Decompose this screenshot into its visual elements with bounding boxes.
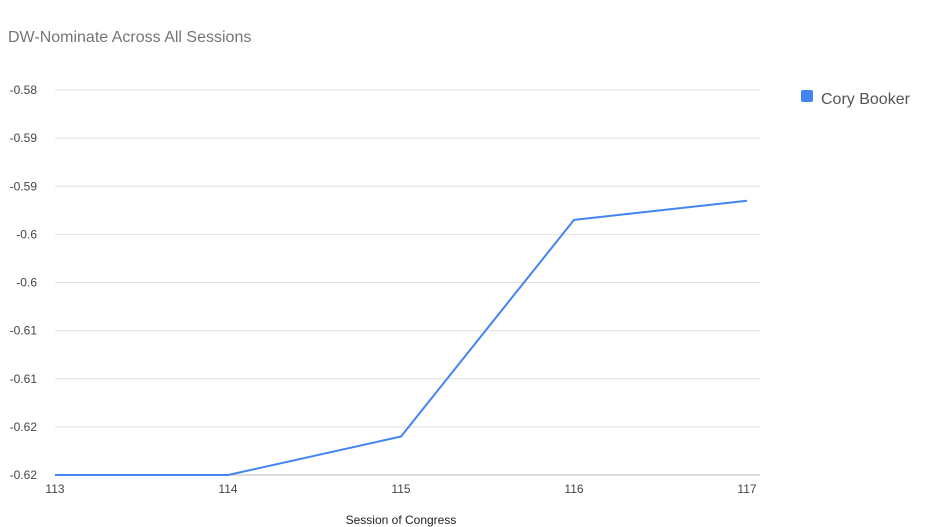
x-tick-label: 115 [391, 482, 410, 496]
legend-label: Cory Booker [821, 91, 911, 108]
y-tick-label: -0.59 [10, 179, 38, 193]
y-tick-label: -0.58 [10, 83, 38, 97]
y-axis-ticks: -0.58 -0.59 -0.59 -0.6 -0.6 -0.61 -0.61 -0.62 -0… [10, 83, 38, 482]
y-tick-label: -0.6 [16, 276, 37, 290]
y-tick-label: -0.59 [10, 131, 38, 145]
y-tick-label: -0.61 [10, 372, 38, 386]
legend[interactable]: Cory Booker [801, 90, 911, 108]
x-axis-title: Session of Congress [346, 513, 457, 527]
series-line[interactable] [55, 199, 748, 476]
gridlines [55, 89, 760, 476]
legend-swatch [801, 90, 813, 102]
x-tick-label: 117 [737, 482, 756, 496]
chart-title: DW-Nominate Across All Sessions [8, 29, 251, 46]
y-tick-label: -0.61 [10, 324, 38, 338]
x-axis-ticks: 113 114 115 116 117 [45, 482, 756, 496]
x-tick-label: 113 [45, 482, 64, 496]
y-tick-label: -0.62 [10, 468, 38, 482]
y-tick-label: -0.6 [16, 227, 37, 241]
series-lines [55, 199, 748, 476]
y-tick-label: -0.62 [10, 420, 38, 434]
x-tick-label: 116 [564, 482, 583, 496]
x-tick-label: 114 [218, 482, 237, 496]
